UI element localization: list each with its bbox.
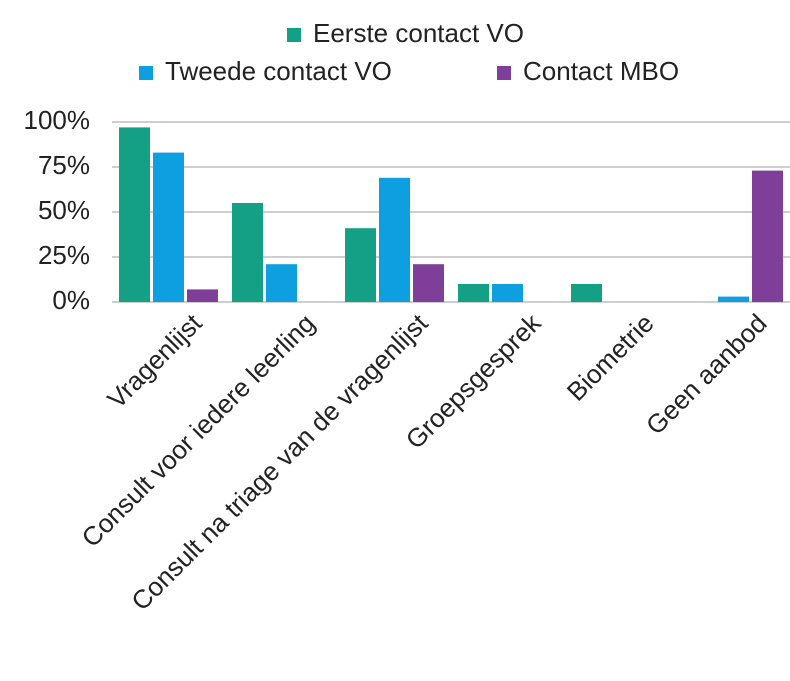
bar — [153, 152, 184, 302]
y-tick-label: 0% — [52, 285, 90, 315]
bar — [266, 264, 297, 302]
legend-label: Tweede contact VO — [165, 56, 392, 86]
y-tick-label: 75% — [38, 150, 90, 180]
legend-marker — [139, 66, 153, 80]
bar — [718, 296, 749, 302]
x-tick-label: Vragenlijst — [101, 307, 208, 414]
legend-marker — [287, 28, 301, 42]
bar — [571, 284, 602, 302]
bar — [379, 177, 410, 302]
bar — [187, 289, 218, 302]
bar — [458, 284, 489, 302]
legend-label: Eerste contact VO — [313, 18, 524, 48]
bar — [232, 203, 263, 302]
x-tick-label: Biometrie — [561, 308, 660, 407]
y-tick-label: 100% — [24, 105, 91, 135]
bar — [345, 228, 376, 302]
legend-label: Contact MBO — [523, 56, 679, 86]
legend-marker — [497, 66, 511, 80]
bar — [119, 127, 150, 303]
bar — [413, 264, 444, 302]
y-tick-label: 25% — [38, 240, 90, 270]
x-tick-label: Geen aanbod — [640, 308, 773, 441]
y-tick-label: 50% — [38, 195, 90, 225]
x-tick-label: Consult voor iedere leerling — [76, 308, 321, 553]
bar — [492, 284, 523, 302]
bar — [752, 170, 783, 302]
